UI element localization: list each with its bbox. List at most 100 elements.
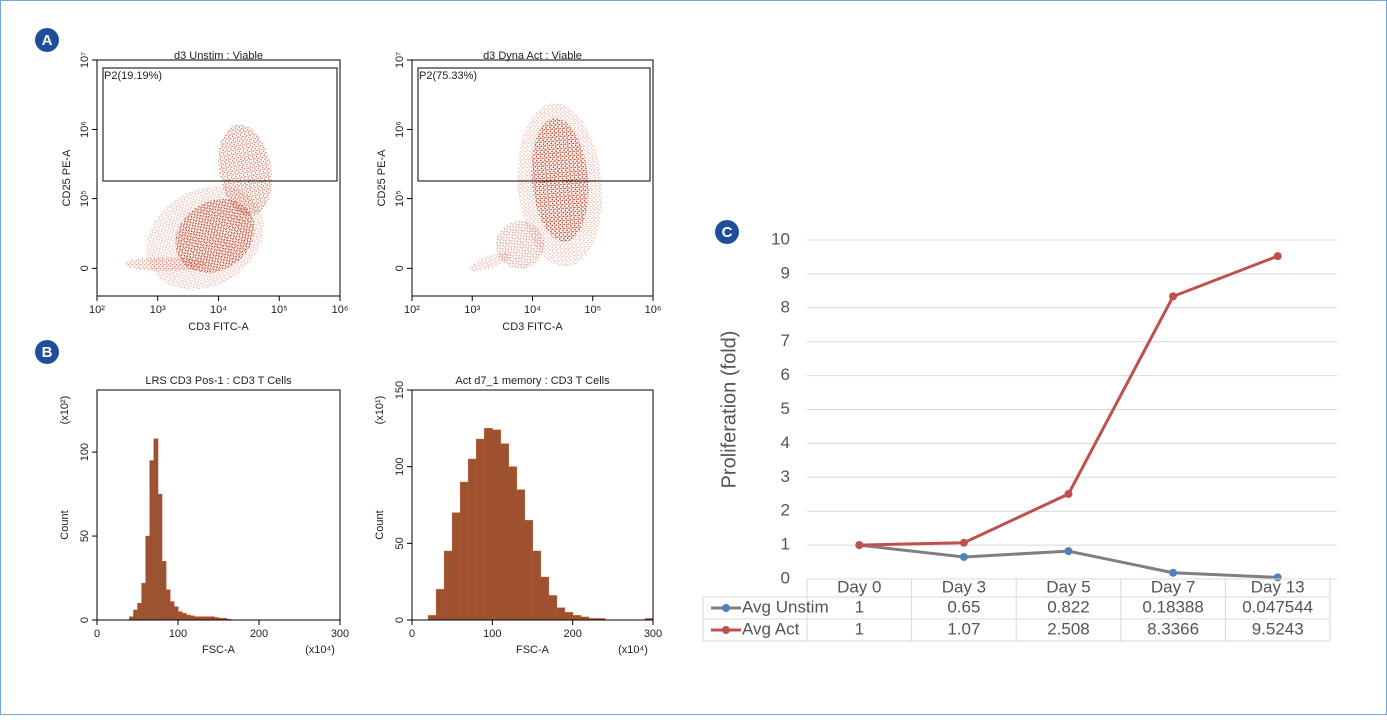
histogram-bar bbox=[210, 616, 215, 621]
x-tick-label: 200 bbox=[563, 628, 581, 640]
x-tick-label: 100 bbox=[169, 628, 187, 640]
y-multiplier: (x10¹) bbox=[374, 396, 386, 425]
table-value: 0.822 bbox=[1047, 597, 1090, 616]
x-tick-label: 10⁵ bbox=[584, 304, 601, 316]
event-cloud bbox=[469, 103, 603, 272]
plot-title: LRS CD3 Pos-1 : CD3 T Cells bbox=[145, 375, 292, 387]
gate bbox=[102, 67, 338, 182]
category-label: Day 3 bbox=[942, 577, 986, 596]
x-multiplier: (x10⁴) bbox=[305, 644, 335, 656]
histogram-bar bbox=[443, 550, 453, 621]
histogram-bar bbox=[524, 520, 534, 621]
histogram-bar bbox=[451, 512, 461, 621]
x-tick-label: 10⁴ bbox=[210, 304, 227, 316]
x-axis-label: FSC-A bbox=[516, 644, 550, 656]
data-point bbox=[1064, 547, 1073, 556]
histogram-bar bbox=[468, 458, 477, 621]
event-density bbox=[531, 118, 589, 242]
x-tick-label: 10⁶ bbox=[645, 304, 662, 316]
y-axis-label: CD25 PE-A bbox=[376, 149, 388, 207]
table-value: 2.508 bbox=[1047, 619, 1090, 638]
y-tick-label: 100 bbox=[394, 457, 406, 475]
y-multiplier: (x10²) bbox=[59, 396, 71, 425]
data-point bbox=[959, 552, 968, 561]
data-point bbox=[1273, 252, 1282, 261]
y-tick-label: 7 bbox=[781, 331, 790, 350]
histogram-bar bbox=[165, 589, 171, 621]
data-point bbox=[959, 538, 968, 547]
data-point bbox=[1169, 568, 1178, 577]
series-line bbox=[859, 254, 1279, 547]
y-tick-label: 8 bbox=[781, 297, 790, 316]
histogram-bar bbox=[161, 561, 167, 621]
category-label: Day 5 bbox=[1046, 577, 1090, 596]
legend-label: Avg Act bbox=[742, 619, 800, 638]
histogram-bar bbox=[492, 429, 501, 621]
event-density bbox=[125, 257, 205, 271]
y-tick-label: 10⁵ bbox=[79, 190, 91, 207]
histogram-bar bbox=[177, 611, 183, 621]
x-tick-label: 10³ bbox=[464, 304, 480, 316]
category-label: Day 0 bbox=[837, 577, 881, 596]
histogram-bar bbox=[189, 615, 195, 621]
gate bbox=[417, 67, 651, 182]
y-tick-label: 10 bbox=[771, 229, 790, 248]
histogram-bar bbox=[149, 460, 155, 621]
gate-label: P2(75.33%) bbox=[419, 70, 477, 82]
x-tick-label: 10⁵ bbox=[271, 304, 288, 316]
histogram-bar bbox=[173, 606, 179, 621]
histogram-bar bbox=[516, 489, 525, 621]
histogram-bar bbox=[157, 493, 163, 621]
legend-label: Avg Unstim bbox=[742, 597, 829, 616]
category-label: Day 7 bbox=[1151, 577, 1195, 596]
plot-title: Act d7_1 memory : CD3 T Cells bbox=[455, 375, 610, 387]
histogram-bar bbox=[540, 576, 550, 621]
table-value: 9.5243 bbox=[1252, 619, 1304, 638]
histogram-bar bbox=[202, 616, 207, 621]
y-tick-label: 10⁷ bbox=[79, 52, 91, 68]
y-tick-label: 6 bbox=[781, 365, 790, 384]
category-label: Day 13 bbox=[1251, 577, 1305, 596]
y-tick-label: 3 bbox=[781, 467, 790, 486]
data-point bbox=[1064, 489, 1073, 498]
y-tick-label: 5 bbox=[781, 399, 790, 418]
x-tick-label: 10² bbox=[89, 304, 105, 316]
legend-marker bbox=[722, 626, 730, 634]
y-tick-label: 0 bbox=[781, 568, 790, 587]
histogram-bar bbox=[153, 438, 159, 621]
y-tick-label: 0 bbox=[79, 617, 91, 623]
y-tick-label: 10⁵ bbox=[394, 190, 406, 207]
histogram-bar bbox=[181, 613, 187, 621]
histogram-bar bbox=[141, 582, 147, 621]
panel-label: B bbox=[42, 344, 53, 361]
data-point bbox=[855, 541, 864, 550]
y-tick-label: 1 bbox=[781, 535, 790, 554]
y-tick-label: 10⁷ bbox=[394, 52, 406, 68]
legend-marker bbox=[722, 604, 730, 612]
histogram-bar bbox=[564, 612, 574, 621]
histogram-bar bbox=[508, 466, 517, 621]
histogram-bar bbox=[169, 601, 175, 621]
x-tick-label: 200 bbox=[250, 628, 268, 640]
y-tick-label: 50 bbox=[394, 537, 406, 549]
table-value: 1 bbox=[855, 619, 864, 638]
histogram-bar bbox=[476, 438, 485, 621]
x-tick-label: 10⁶ bbox=[332, 304, 349, 316]
histogram-bar bbox=[484, 428, 493, 621]
data-point bbox=[1169, 292, 1178, 301]
y-axis-label: Count bbox=[59, 510, 71, 539]
x-axis-label: CD3 FITC-A bbox=[188, 321, 249, 333]
histogram-bar bbox=[129, 616, 134, 621]
x-multiplier: (x10⁴) bbox=[618, 644, 648, 656]
y-tick-label: 0 bbox=[394, 265, 406, 271]
x-tick-label: 10⁴ bbox=[524, 304, 541, 316]
histogram-bar bbox=[145, 535, 151, 621]
plot-title: d3 Unstim : Viable bbox=[174, 50, 263, 62]
y-tick-label: 9 bbox=[781, 263, 790, 282]
plot-title: d3 Dyna Act : Viable bbox=[483, 50, 582, 62]
table-value: 0.18388 bbox=[1142, 597, 1203, 616]
y-tick-label: 10⁶ bbox=[394, 121, 406, 138]
x-tick-label: 10³ bbox=[150, 304, 166, 316]
histogram-bar bbox=[460, 481, 469, 621]
histogram-bar bbox=[198, 616, 203, 621]
